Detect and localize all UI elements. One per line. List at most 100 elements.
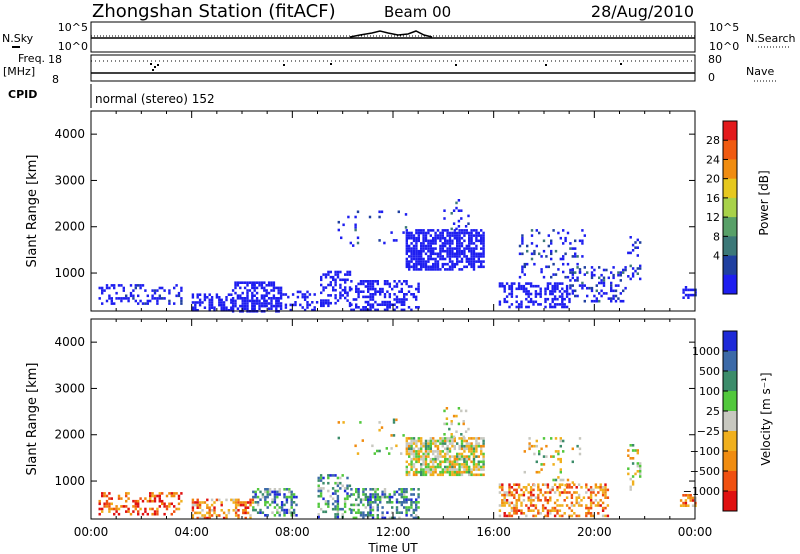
cell [498,486,502,489]
cell [364,514,367,517]
cell [369,501,372,504]
cell [339,291,342,295]
cell [110,507,113,511]
cell [408,244,411,248]
cell [234,281,237,284]
cell [594,493,598,497]
cell [581,242,584,245]
cell [482,468,485,471]
cell [441,234,444,237]
cell [201,514,204,517]
cell [610,286,613,290]
cell [400,495,403,499]
cell [410,293,413,296]
cell [346,494,349,498]
cell [270,307,273,310]
cell [151,494,154,498]
cell [412,244,416,248]
cell [412,236,416,240]
cell [284,306,288,309]
cell [554,478,558,482]
cell [482,247,485,250]
cell [508,284,511,288]
cell [468,465,471,469]
cell [386,511,389,514]
cell [362,493,365,496]
cell [530,444,534,448]
cell [636,464,639,468]
cell [427,444,430,448]
cell [453,255,456,258]
cell [694,293,697,297]
cell [405,239,408,243]
cell [427,268,430,271]
cell [343,502,347,506]
cell [549,512,552,515]
cell [446,452,449,456]
cell [256,511,260,514]
cell [544,496,547,499]
cell [583,299,586,303]
cell [510,509,514,512]
cell [457,422,461,426]
cell [381,290,384,293]
cell [350,488,353,491]
cell [565,292,569,296]
cell [551,297,554,301]
cell [388,495,391,499]
cell [103,289,106,292]
cell [196,503,199,507]
cell [565,287,569,291]
cell [403,493,406,496]
cell [206,498,209,502]
cell [498,300,502,304]
cell [336,270,340,274]
cell [376,282,379,286]
cell [540,270,543,274]
cell [689,288,692,292]
cell [320,275,323,279]
cell [170,512,173,516]
cell [434,455,437,458]
cell [279,286,283,290]
cell [198,303,202,307]
cell [408,450,411,453]
cell [161,492,164,495]
cell [562,478,565,482]
cell [405,247,408,250]
cell [501,493,504,497]
cell [527,491,530,494]
cell [237,514,240,517]
cell [521,252,524,256]
cell [408,437,411,440]
cell [408,249,411,253]
cell [629,477,632,481]
cell [327,474,330,477]
cell [602,281,606,285]
cell [417,488,420,491]
cell [320,278,323,282]
scatter-patch-9 [523,437,582,487]
cell [336,505,340,508]
cell [553,303,557,306]
cell [432,249,435,253]
cell [149,492,152,495]
cell [439,452,442,456]
cell [278,488,281,491]
cell [456,455,459,458]
cell [108,510,111,513]
cell [175,284,178,287]
cell [475,260,478,263]
cell [339,487,342,490]
cell [277,286,280,290]
cell [153,297,157,300]
cell [627,467,630,470]
cell [429,473,432,477]
cell [458,239,461,243]
cell [379,495,382,499]
cell [565,486,569,489]
cell [410,257,413,261]
cell [589,493,593,497]
cell [444,244,447,248]
cell [529,284,533,288]
